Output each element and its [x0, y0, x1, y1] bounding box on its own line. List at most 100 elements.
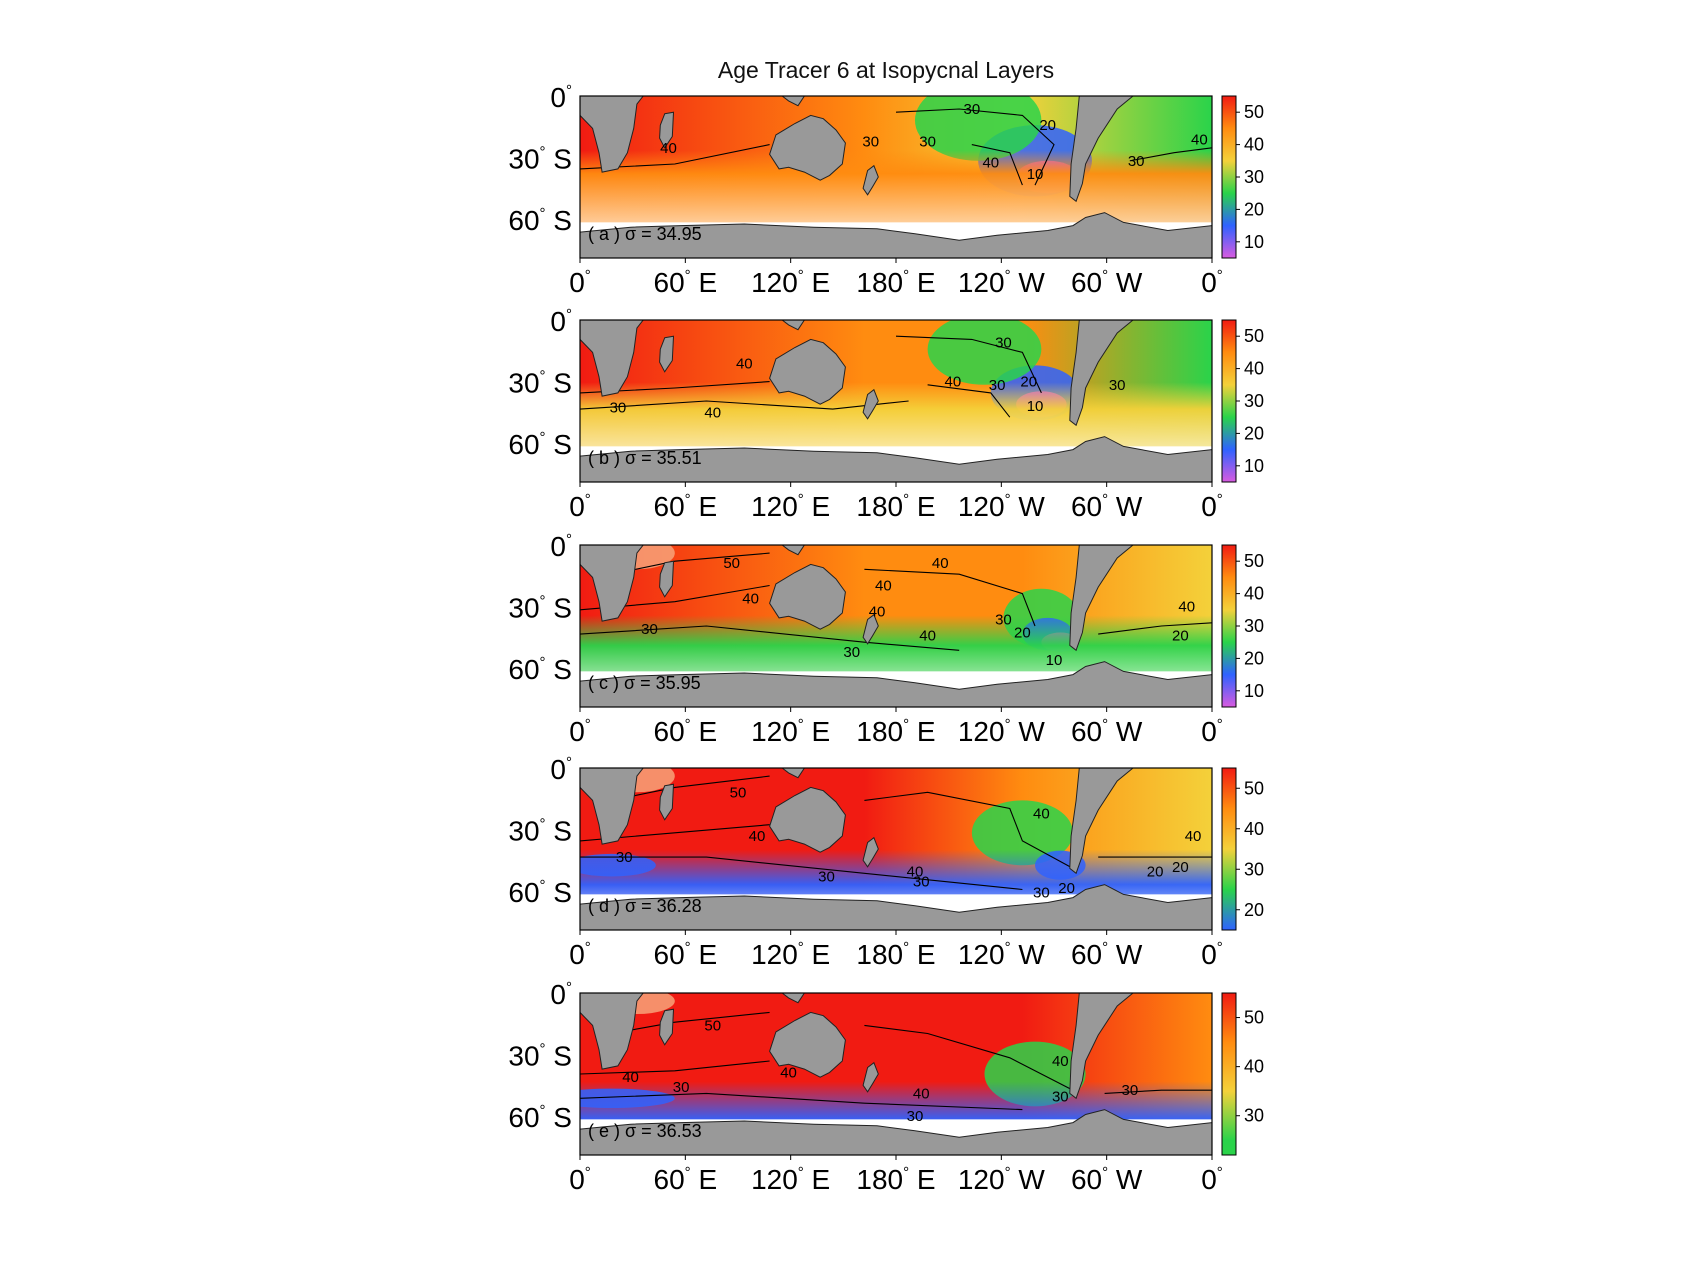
- land-madagascar: [659, 783, 675, 821]
- panel-label: ( a ) σ = 34.95: [588, 224, 702, 244]
- contour-line-4: [1098, 622, 1212, 635]
- land-australia: [769, 1011, 846, 1078]
- x-tick-label: 180° E: [856, 267, 935, 298]
- contour-label: 20: [1020, 374, 1037, 391]
- land-newzealand: [862, 613, 879, 645]
- land-newzealand: [862, 164, 879, 196]
- contour-label: 30: [989, 377, 1006, 394]
- x-tick-label: 60° E: [654, 939, 718, 970]
- contour-label: 30: [963, 101, 980, 118]
- contour-label: 30: [1052, 1089, 1069, 1106]
- land-indochina: [781, 993, 805, 1004]
- contour-line-1: [580, 1092, 1023, 1111]
- colorbar-tick-label: 10: [1244, 681, 1264, 701]
- contour-label: 40: [742, 590, 759, 607]
- x-tick-label: 0°: [1201, 267, 1223, 298]
- x-tick-label: 0°: [569, 1164, 591, 1195]
- contour-label: 40: [749, 828, 766, 845]
- contour-label: 40: [869, 603, 886, 620]
- contour-label: 40: [660, 140, 677, 157]
- land-antarctica: [580, 1109, 1212, 1155]
- contour-line-3: [927, 384, 1011, 418]
- x-tick-label: 0°: [569, 491, 591, 522]
- contour-label: 40: [1052, 1053, 1069, 1070]
- colorbar-tick-label: 50: [1244, 102, 1264, 122]
- land-indochina: [781, 768, 805, 779]
- colorbar-tick-label: 10: [1244, 232, 1264, 252]
- contour-label: 40: [907, 864, 924, 881]
- x-tick-label: 120° W: [958, 1164, 1045, 1195]
- map-panel-b: 40 30 30 40 40 30 20 10 30 ( b ) σ = 35.51 0° 30° S…: [508, 306, 1264, 522]
- contour-label: 10: [1046, 652, 1063, 669]
- contour-label: 30: [1121, 1082, 1138, 1099]
- x-tick-label: 0°: [1201, 939, 1223, 970]
- x-tick-label: 0°: [1201, 716, 1223, 747]
- land-antarctica: [580, 212, 1212, 258]
- panel-label: ( c ) σ = 35.95: [588, 673, 701, 693]
- panel-label: ( b ) σ = 35.51: [588, 448, 702, 468]
- colorbar-tick-label: 40: [1244, 1057, 1264, 1077]
- y-tick-label: 0°: [550, 531, 572, 562]
- colorbar: [1221, 544, 1237, 708]
- land-indochina: [781, 96, 805, 107]
- x-tick-label: 0°: [1201, 1164, 1223, 1195]
- land-madagascar: [659, 1008, 675, 1046]
- contour-label: 30: [843, 644, 860, 661]
- land-antarctica: [580, 436, 1212, 482]
- contour-label: 30: [995, 335, 1012, 352]
- y-tick-label: 60° S: [508, 877, 572, 908]
- contour-label: 50: [723, 555, 740, 572]
- land-australia: [769, 786, 846, 853]
- land-antarctica: [580, 661, 1212, 707]
- y-tick-label: 60° S: [508, 654, 572, 685]
- y-tick-label: 0°: [550, 754, 572, 785]
- map-panel-a: 40 30 20 10 30 30 40 30 40 ( a ) σ = 34.95 0° 30° S…: [508, 82, 1264, 298]
- colorbar-tick-label: 40: [1244, 584, 1264, 604]
- colorbar-tick-label: 30: [1244, 616, 1264, 636]
- land-africa: [580, 993, 644, 1070]
- x-tick-label: 60° W: [1071, 716, 1143, 747]
- y-tick-label: 30° S: [508, 1041, 572, 1072]
- colorbar-tick-label: 30: [1244, 1106, 1264, 1126]
- land-antarctica: [580, 884, 1212, 930]
- y-tick-label: 30° S: [508, 593, 572, 624]
- colorbar-tick-label: 50: [1244, 551, 1264, 571]
- figure-title: Age Tracer 6 at Isopycnal Layers: [718, 57, 1054, 83]
- panel-label: ( d ) σ = 36.28: [588, 896, 702, 916]
- y-tick-label: 30° S: [508, 816, 572, 847]
- colorbar-tick-label: 20: [1244, 900, 1264, 920]
- ocean-field: [580, 545, 1212, 707]
- x-tick-label: 60° E: [654, 716, 718, 747]
- land-samerica: [1069, 545, 1134, 652]
- land-newzealand: [862, 388, 879, 420]
- contour-label: 20: [1058, 880, 1075, 897]
- contour-label: 30: [919, 133, 936, 150]
- land-samerica: [1069, 993, 1134, 1100]
- colorbar: [1221, 95, 1237, 259]
- y-tick-label: 30° S: [508, 144, 572, 175]
- contour-label: 40: [875, 578, 892, 595]
- contour-line-0: [864, 791, 1074, 869]
- contour-label: 40: [1033, 805, 1050, 822]
- y-tick-label: 60° S: [508, 429, 572, 460]
- colorbar-tick-label: 30: [1244, 859, 1264, 879]
- x-tick-label: 0°: [569, 716, 591, 747]
- colorbar-tick-label: 50: [1244, 1008, 1264, 1028]
- contour-label: 40: [913, 1085, 930, 1102]
- x-tick-label: 120° E: [751, 1164, 830, 1195]
- contour-label: 20: [1172, 859, 1189, 876]
- colorbar-tick-label: 20: [1244, 648, 1264, 668]
- contour-label: 50: [704, 1017, 721, 1034]
- x-tick-label: 120° E: [751, 267, 830, 298]
- ocean-field: [580, 96, 1212, 258]
- x-tick-label: 60° W: [1071, 491, 1143, 522]
- land-samerica: [1069, 320, 1134, 427]
- contour-label: 30: [616, 849, 633, 866]
- x-tick-label: 60° E: [654, 267, 718, 298]
- colorbar-tick-label: 40: [1244, 359, 1264, 379]
- x-tick-label: 180° E: [856, 491, 935, 522]
- colorbar: [1221, 992, 1237, 1156]
- contour-line-0: [895, 335, 1042, 394]
